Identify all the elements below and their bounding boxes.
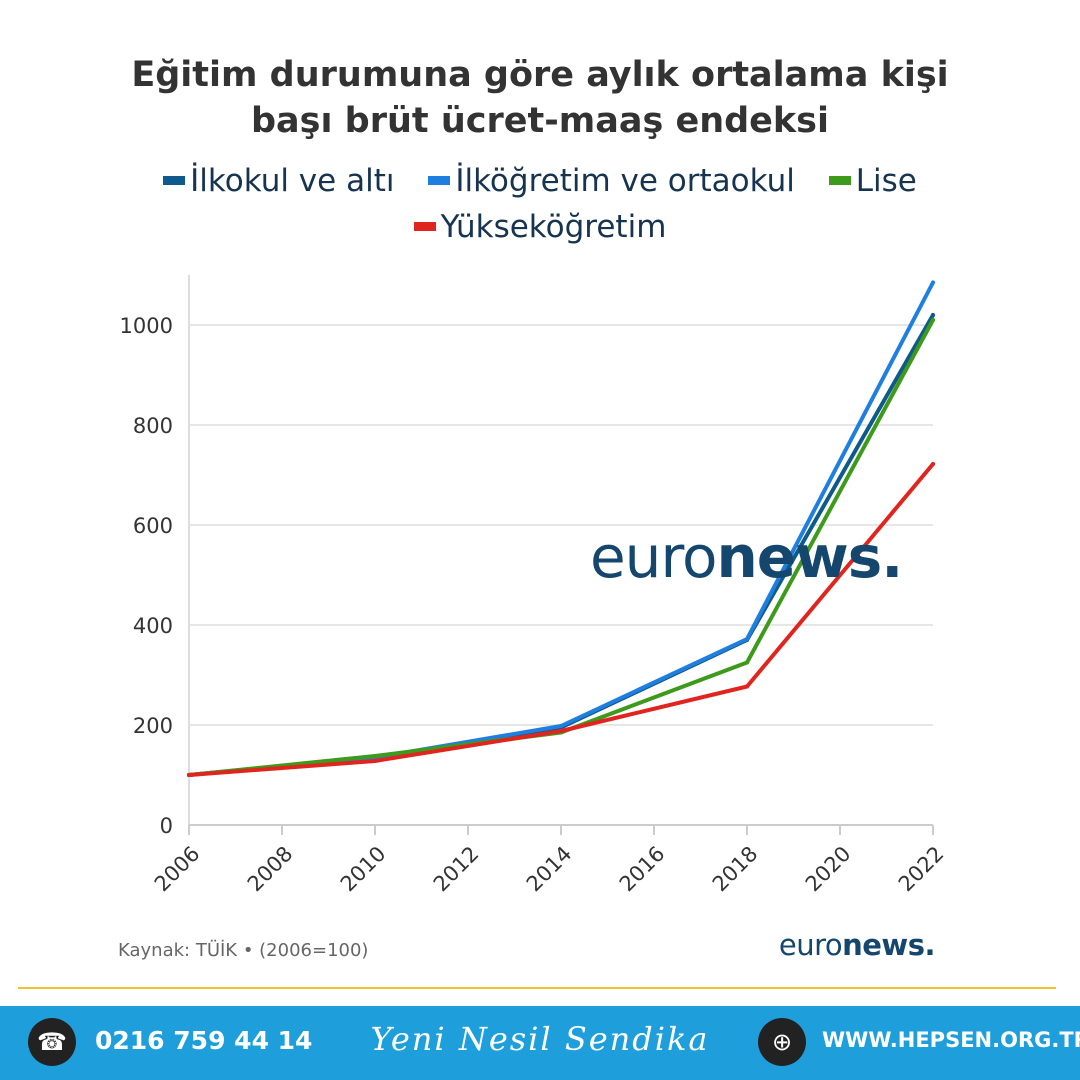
y-tick-label: 800 bbox=[133, 414, 173, 438]
legend-label: İlköğretim ve ortaokul bbox=[455, 163, 795, 199]
euronews-logo: euronews. bbox=[778, 928, 936, 962]
x-tick-label: 2008 bbox=[243, 842, 298, 897]
x-tick-label: 2018 bbox=[708, 842, 763, 897]
x-tick-label: 2006 bbox=[150, 842, 205, 897]
legend-swatch bbox=[428, 176, 451, 185]
y-tick-label: 200 bbox=[133, 714, 173, 738]
chart-title-line1: Eğitim durumuna göre aylık ortalama kişi bbox=[131, 55, 949, 95]
chart-legend: İlkokul ve altı İlköğretim ve ortaokul L… bbox=[90, 158, 990, 250]
data-point bbox=[745, 684, 749, 689]
data-point bbox=[931, 280, 935, 285]
data-point bbox=[559, 729, 563, 733]
data-point bbox=[745, 660, 749, 665]
x-tick-label: 2014 bbox=[522, 842, 577, 897]
watermark-bold: news. bbox=[716, 523, 904, 591]
data-point bbox=[931, 318, 935, 322]
euronews-watermark: euronews. bbox=[590, 522, 904, 592]
y-tick-label: 600 bbox=[133, 514, 173, 538]
data-point bbox=[373, 754, 377, 758]
legend-label: Lise bbox=[855, 163, 917, 199]
watermark-light: euro bbox=[590, 523, 717, 591]
legend-label: Yükseköğretim bbox=[440, 209, 667, 245]
line-chart: 0 200 400 600 800 1000 2006 2008 2010 2012 2014 201… bbox=[120, 275, 949, 897]
x-tick-label: 2020 bbox=[801, 842, 856, 897]
data-point bbox=[373, 759, 377, 763]
y-tick-label: 1000 bbox=[120, 314, 173, 338]
phone-icon: ☎ bbox=[28, 1018, 76, 1066]
legend-item-ilkokul: İlkokul ve altı bbox=[163, 158, 394, 204]
data-point bbox=[745, 637, 749, 641]
legend-label: İlkokul ve altı bbox=[190, 163, 395, 199]
data-point bbox=[931, 313, 935, 317]
legend-item-lise: Lise bbox=[828, 158, 917, 204]
legend-item-yuksekogretim: Yükseköğretim bbox=[413, 204, 667, 250]
globe-icon: ⊕ bbox=[758, 1018, 806, 1066]
legend-swatch bbox=[163, 176, 186, 185]
logo-light: euro bbox=[778, 928, 843, 962]
chart-title-line2: başı brüt ücret-maaş endeksi bbox=[250, 101, 830, 141]
data-point bbox=[559, 724, 563, 728]
chart-title: Eğitim durumuna göre aylık ortalama kişi… bbox=[0, 52, 1080, 144]
logo-bold: news. bbox=[842, 928, 935, 962]
legend-swatch bbox=[413, 222, 436, 231]
legend-swatch bbox=[828, 176, 851, 185]
legend-item-ilkogretim: İlköğretim ve ortaokul bbox=[428, 158, 795, 204]
footer-phone[interactable]: 0216 759 44 14 bbox=[95, 1026, 313, 1055]
y-tick-label: 400 bbox=[133, 614, 173, 638]
data-point bbox=[931, 462, 935, 466]
x-tick-label: 2022 bbox=[894, 842, 949, 897]
x-tick-label: 2016 bbox=[615, 842, 670, 897]
footer-website[interactable]: WWW.HEPSEN.ORG.TR bbox=[822, 1028, 1080, 1052]
data-point bbox=[187, 773, 191, 777]
x-tick-label: 2012 bbox=[429, 842, 484, 897]
footer-divider bbox=[18, 987, 1056, 989]
footer-slogan: Yeni Nesil Sendika bbox=[370, 1020, 710, 1058]
chart-source: Kaynak: TÜİK • (2006=100) bbox=[118, 940, 369, 961]
x-tick-label: 2010 bbox=[336, 842, 391, 897]
footer-bar: ☎ 0216 759 44 14 Yeni Nesil Sendika ⊕ WW… bbox=[0, 1006, 1080, 1080]
y-tick-label: 0 bbox=[160, 814, 173, 838]
